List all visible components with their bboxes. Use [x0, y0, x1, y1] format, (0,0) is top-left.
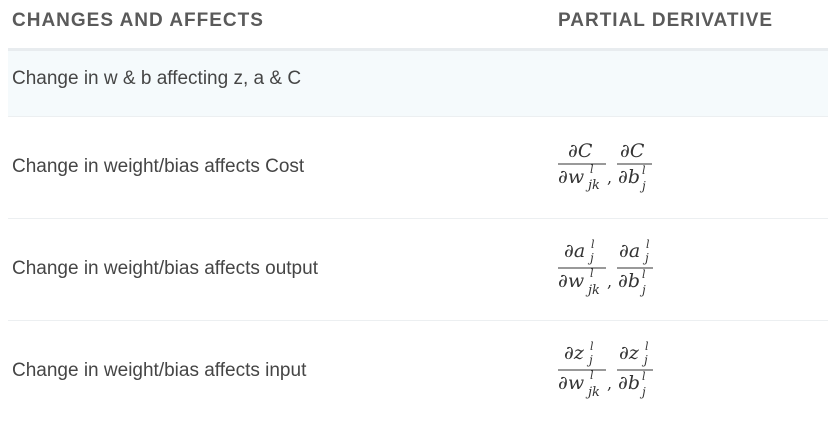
row-label: Change in weight/bias affects output: [12, 258, 318, 279]
row-label: Change in weight/bias affects Cost: [12, 156, 305, 177]
svg-text:l: l: [642, 370, 646, 383]
svg-text:l: l: [645, 340, 649, 353]
numerator: ∂C: [620, 140, 645, 162]
numerator: ∂z: [564, 342, 585, 364]
svg-text:j: j: [586, 353, 593, 367]
svg-text:l: l: [590, 340, 594, 353]
svg-text:l: l: [590, 267, 594, 280]
table-row: Change in weight/bias affects input ∂z l…: [8, 321, 828, 421]
denominator: ∂w: [558, 270, 584, 292]
svg-text:,: ,: [607, 374, 612, 393]
table-row: Change in weight/bias affects output ∂a …: [8, 219, 828, 321]
numerator: ∂a: [564, 240, 585, 262]
svg-text:j: j: [642, 251, 649, 265]
row-label: Change in w & b affecting z, a & C: [12, 68, 302, 89]
denominator: ∂b: [618, 166, 640, 188]
partial-derivative-input: ∂z l j ∂w l jk , ∂z l j ∂b l j: [556, 337, 666, 416]
svg-text:j: j: [639, 179, 646, 193]
table-row: Change in weight/bias affects Cost ∂C ∂w…: [8, 117, 828, 219]
derivatives-table: CHANGES AND AFFECTS PARTIAL DERIVATIVE C…: [8, 0, 828, 421]
partial-derivative-output: ∂a l j ∂w l jk , ∂a l j ∂b l j: [556, 235, 666, 314]
svg-text:l: l: [590, 369, 594, 382]
denominator: ∂w: [558, 372, 584, 394]
svg-text:,: ,: [607, 168, 612, 187]
svg-text:l: l: [646, 238, 650, 251]
svg-text:l: l: [642, 164, 646, 177]
svg-text:l: l: [591, 238, 595, 251]
denominator: ∂b: [618, 372, 640, 394]
svg-text:l: l: [642, 268, 646, 281]
numerator: ∂a: [619, 240, 640, 262]
svg-text:jk: jk: [585, 385, 600, 400]
denominator: ∂b: [618, 270, 640, 292]
partial-derivative-cost: ∂C ∂w l jk , ∂C ∂b l j: [556, 137, 666, 208]
svg-text:j: j: [639, 385, 646, 399]
header-changes-and-affects: CHANGES AND AFFECTS: [12, 10, 264, 31]
svg-text:,: ,: [607, 272, 612, 291]
svg-text:jk: jk: [585, 178, 600, 193]
table-header: CHANGES AND AFFECTS PARTIAL DERIVATIVE: [8, 0, 828, 51]
svg-text:j: j: [641, 353, 648, 367]
svg-text:j: j: [639, 283, 646, 297]
numerator: ∂C: [568, 140, 593, 162]
svg-text:j: j: [587, 251, 594, 265]
numerator: ∂z: [619, 342, 640, 364]
svg-text:l: l: [590, 163, 594, 176]
svg-text:jk: jk: [585, 283, 600, 298]
table-row: Change in w & b affecting z, a & C: [8, 51, 828, 117]
header-partial-derivative: PARTIAL DERIVATIVE: [558, 10, 774, 31]
row-label: Change in weight/bias affects input: [12, 360, 307, 381]
denominator: ∂w: [558, 166, 584, 188]
